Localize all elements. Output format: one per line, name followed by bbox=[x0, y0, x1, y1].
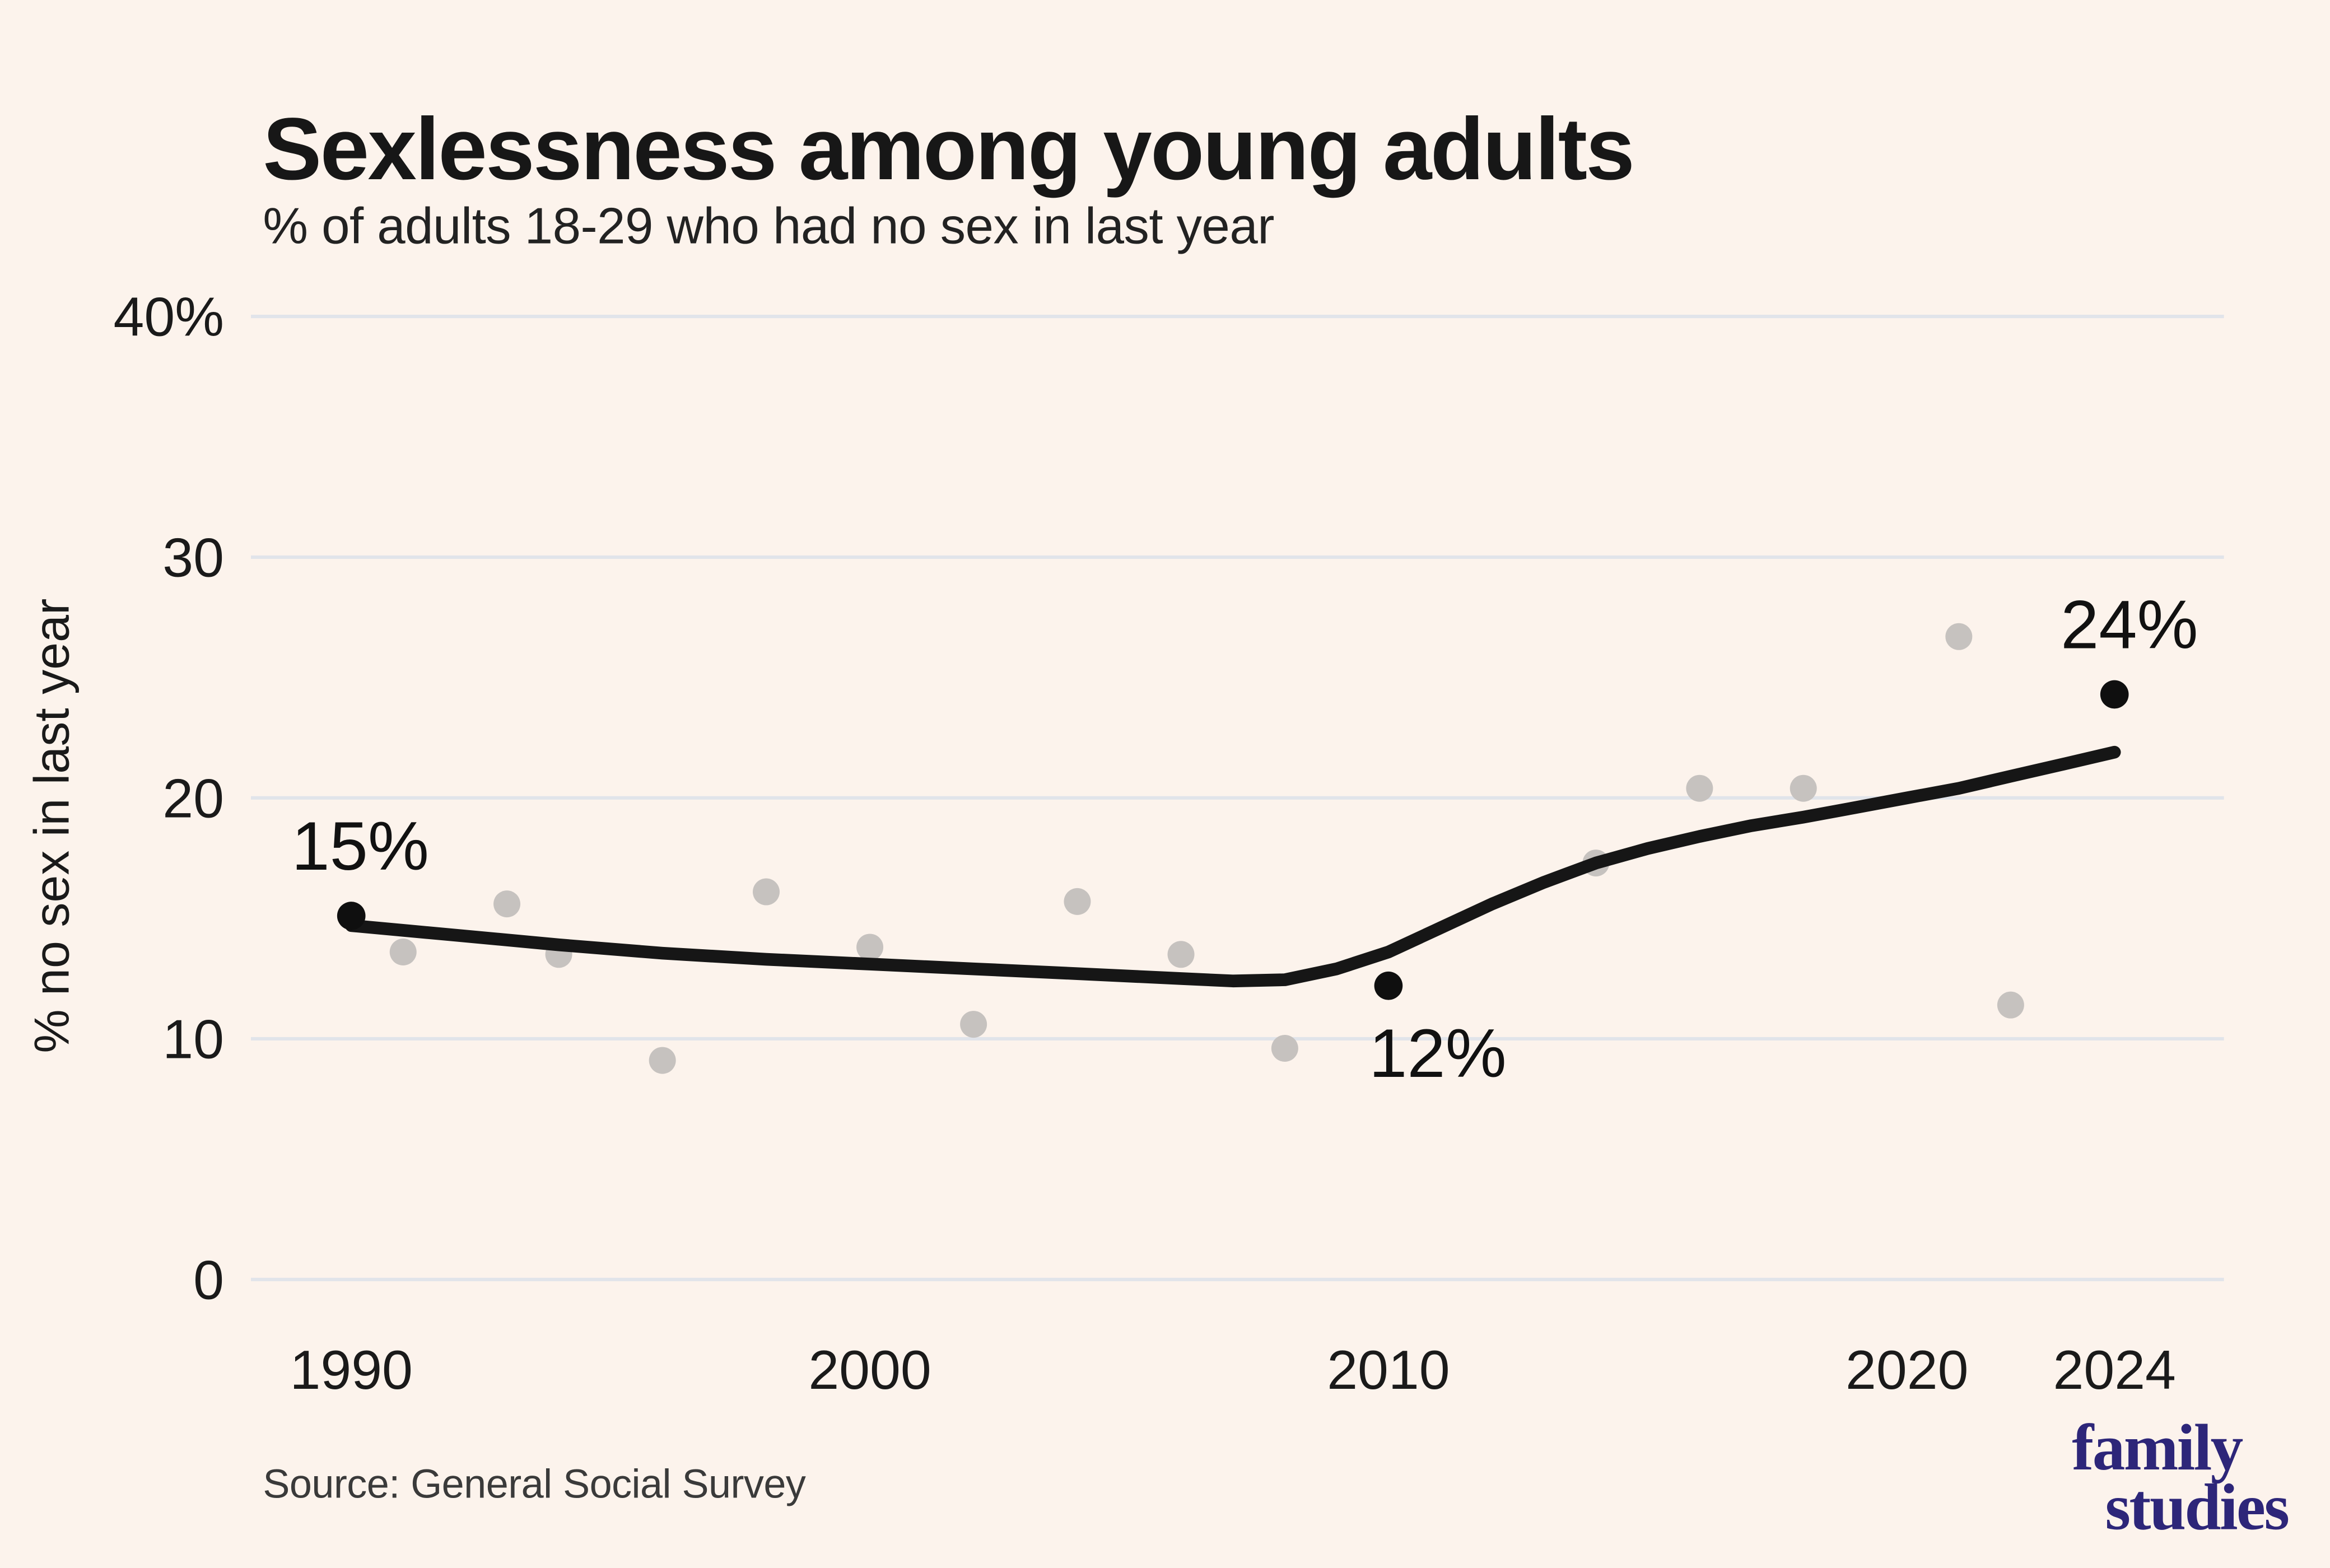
y-tick-label: 10 bbox=[162, 1009, 224, 1070]
source-note: Source: General Social Survey bbox=[263, 1462, 806, 1507]
data-point-highlight bbox=[2100, 680, 2129, 709]
data-point bbox=[960, 1011, 987, 1038]
point-value-label: 24% bbox=[2061, 586, 2198, 662]
data-point bbox=[753, 878, 780, 906]
x-tick-label: 2020 bbox=[1846, 1339, 1968, 1401]
data-point-highlight bbox=[337, 902, 366, 930]
family-studies-logo: family studies bbox=[2072, 1411, 2290, 1544]
data-point bbox=[1997, 991, 2024, 1019]
data-point bbox=[1064, 888, 1091, 915]
trend-line bbox=[344, 745, 2121, 988]
x-tick-label: 2010 bbox=[1327, 1339, 1450, 1401]
y-tick-label: 20 bbox=[162, 767, 224, 829]
y-axis-title: % no sex in last year bbox=[24, 599, 80, 1053]
chart-title: Sexlessness among young adults bbox=[263, 99, 1635, 198]
data-point bbox=[389, 939, 417, 966]
y-tick-label: 0 bbox=[193, 1249, 224, 1310]
data-point bbox=[1790, 774, 1817, 802]
point-value-label: 15% bbox=[291, 808, 429, 884]
logo-word-studies: studies bbox=[2105, 1471, 2290, 1544]
x-tick-label: 1990 bbox=[290, 1339, 412, 1401]
y-tick-label: 30 bbox=[162, 527, 224, 589]
data-point-highlight bbox=[1374, 971, 1403, 1000]
data-point bbox=[1167, 941, 1195, 968]
y-tick-label: 40% bbox=[114, 286, 224, 348]
chart-subtitle: % of adults 18-29 who had no sex in last… bbox=[263, 198, 1274, 256]
data-point bbox=[1945, 623, 1973, 650]
x-tick-label: 2024 bbox=[2053, 1339, 2175, 1401]
data-point bbox=[1271, 1035, 1298, 1062]
data-point bbox=[493, 890, 521, 918]
data-point bbox=[856, 934, 884, 961]
x-tick-label: 2000 bbox=[808, 1339, 931, 1401]
data-point bbox=[1686, 774, 1713, 802]
point-value-label: 12% bbox=[1369, 1015, 1507, 1091]
logo-word-family: family bbox=[2072, 1411, 2243, 1485]
data-point bbox=[649, 1047, 676, 1074]
